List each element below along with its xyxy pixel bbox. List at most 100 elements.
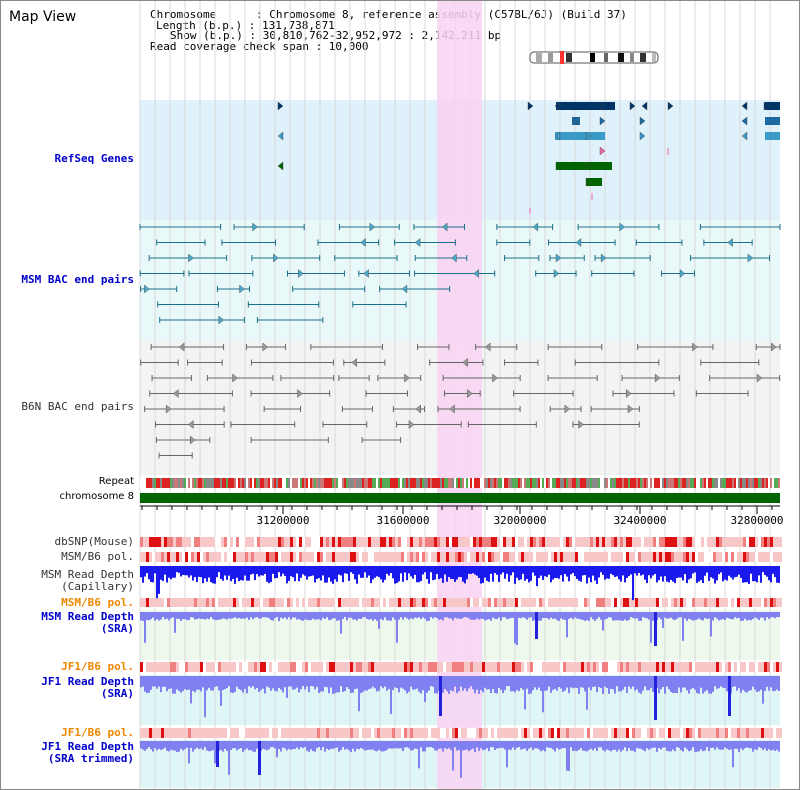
jf1-b6-pol-cell [596, 662, 599, 672]
dbsnp-cell [665, 537, 668, 547]
msm-sra-depth-bar [620, 612, 622, 621]
msm-sra-depth-bar [724, 612, 726, 620]
dbsnp-cell [503, 537, 506, 547]
jf1-trim-depth-bar [204, 741, 206, 748]
jf1-trim-depth-bar [352, 741, 354, 749]
msm-b6-pol-cell [590, 552, 593, 562]
msm-sra-depth-bar [550, 612, 552, 618]
jf1-b6-pol-trimmed-cell [281, 728, 284, 738]
msm-sra-depth-bar [616, 612, 618, 621]
jf1-trim-depth-bar [436, 741, 438, 751]
repeat-segment [156, 478, 158, 488]
jf1-b6-pol-trimmed-cell [488, 728, 491, 738]
msm-sra-depth-bar [664, 612, 666, 618]
msm-capillary-depth-bar [604, 566, 606, 580]
msm-b6-pol-cell [545, 552, 548, 562]
msm-b6-pol-sra-cell [755, 598, 758, 607]
msm-sra-depth-bar [526, 612, 528, 620]
dbsnp-cell [605, 537, 608, 547]
repeat-segment [350, 478, 352, 488]
jf1-b6-pol-cell [428, 662, 431, 672]
feature-glyph [298, 269, 304, 278]
jf1-b6-pol-trimmed-cell [254, 728, 257, 738]
msm-b6-pol-sra-cell [653, 598, 656, 607]
repeat-segment [388, 478, 390, 488]
jf1-sra-depth-bar [156, 676, 158, 689]
msm-capillary-depth-bar [616, 566, 618, 577]
repeat-segment [660, 478, 662, 488]
msm-capillary-depth-bar [460, 566, 462, 578]
msm-sra-depth-bar [296, 612, 298, 620]
jf1-b6-pol-cell [257, 662, 260, 672]
dbsnp-cell [716, 537, 719, 547]
jf1-b6-pol-trimmed-cell [506, 728, 509, 738]
repeat-segment [354, 478, 356, 488]
jf1-trim-depth-bar [762, 741, 764, 751]
jf1-sra-depth-bar [390, 676, 392, 715]
jf1-b6-pol-trimmed-cell [563, 728, 566, 738]
jf1-trim-depth-bar [450, 741, 452, 751]
jf1-trim-depth-bar [570, 741, 572, 748]
jf1-sra-depth-bar [186, 676, 188, 691]
jf1-b6-pol-trimmed-cell [755, 728, 758, 738]
dbsnp-cell [368, 537, 371, 547]
msm-b6-pol-sra-cell [194, 598, 197, 607]
msm-sra-depth-bar [520, 612, 522, 619]
jf1-trim-depth-bar [184, 741, 186, 750]
feature-glyph [639, 116, 646, 126]
msm-sra-depth-bar [670, 612, 672, 618]
jf1-b6-pol-trimmed-cell [548, 728, 551, 738]
jf1-trim-depth-bar [508, 741, 510, 750]
msm-capillary-depth-bar [464, 566, 466, 584]
jf1-trim-depth-bar [362, 741, 364, 750]
msm-capillary-depth-bar [626, 566, 628, 579]
msm-capillary-depth-bar [694, 566, 696, 573]
msm-b6-pol-sra-cell [242, 598, 245, 607]
jf1-trim-depth-bar [178, 741, 180, 752]
repeat-segment [342, 478, 344, 488]
dbsnp-cell [383, 537, 386, 547]
msm-sra-depth-bar [590, 612, 592, 618]
msm-b6-pol-cell [653, 552, 656, 562]
msm-b6-pol-sra-cell [419, 598, 422, 607]
msm-b6-pol-cell [191, 552, 194, 562]
jf1-trim-depth-bar [284, 741, 286, 749]
jf1-sra-depth-bar [628, 676, 630, 687]
repeat-segment [168, 478, 170, 488]
jf1-b6-pol-trimmed-cell [236, 728, 239, 738]
jf1-sra-depth-bar [646, 676, 648, 691]
jf1-sra-depth-bar [738, 676, 740, 689]
dbsnp-cell [695, 537, 698, 547]
repeat-segment [406, 478, 408, 488]
jf1-b6-pol-trimmed-cell [239, 728, 242, 738]
jf1-sra-depth-bar [774, 676, 776, 691]
msm-b6-pol-cell [227, 552, 230, 562]
msm-sra-depth-bar [530, 612, 532, 618]
jf1-b6-pol-trimmed-cell [629, 728, 632, 738]
repeat-segment [498, 478, 500, 488]
msm-capillary-depth-bar [312, 566, 314, 576]
feature-glyph [571, 116, 578, 126]
msm-capillary-depth-bar [600, 566, 602, 573]
msm-sra-depth-bar [528, 612, 530, 618]
msm-capillary-depth-bar [164, 566, 166, 575]
dbsnp-cell [446, 537, 449, 547]
refseq-gene [586, 178, 602, 186]
jf1-trim-depth-bar [724, 741, 726, 748]
jf1-trim-depth-bar [700, 741, 702, 750]
jf1-b6-pol-cell [215, 662, 218, 672]
msm-b6-pol-sra-cell [326, 598, 329, 607]
msm-sra-depth-bar [314, 612, 316, 620]
jf1-b6-pol-trimmed-cell [773, 728, 776, 738]
msm-capillary-depth-bar [202, 566, 204, 584]
msm-sra-depth-bar [648, 612, 650, 620]
msm-capillary-depth-bar [446, 566, 448, 582]
msm-sra-depth-bar [306, 612, 308, 620]
msm-capillary-depth-bar [602, 566, 604, 575]
feature-glyph [239, 284, 245, 294]
msm-b6-pol-sra-cell [353, 598, 356, 607]
jf1-b6-pol-trimmed-cell [578, 728, 581, 738]
msm-sra-depth-bar [644, 612, 646, 618]
repeat-segment [742, 478, 744, 488]
